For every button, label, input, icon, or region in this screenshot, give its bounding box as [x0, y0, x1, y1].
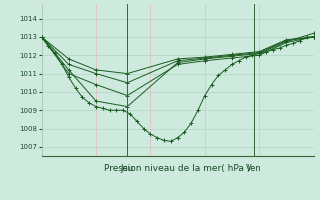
- Text: Jeu: Jeu: [121, 164, 134, 173]
- X-axis label: Pression niveau de la mer( hPa ): Pression niveau de la mer( hPa ): [104, 164, 251, 173]
- Text: Ven: Ven: [246, 164, 262, 173]
